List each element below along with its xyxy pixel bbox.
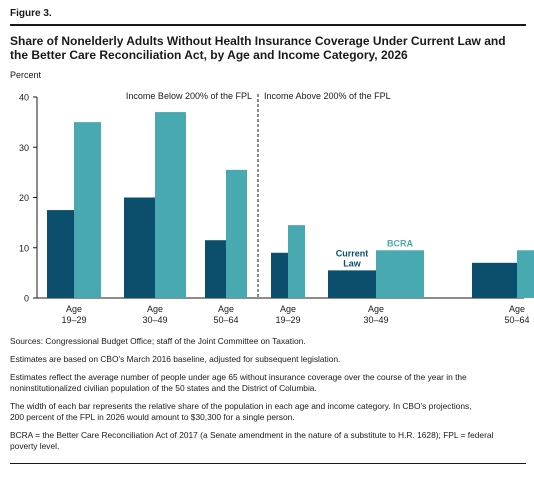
bottom-rule: [10, 463, 526, 464]
title-line-2: the Better Care Reconciliation Act, by A…: [10, 48, 408, 62]
note-line: noninstitutionalized civilian population…: [10, 383, 317, 393]
bar-bcra: [376, 250, 424, 298]
x-tick-label: Age: [218, 304, 234, 314]
bar-bcra: [517, 250, 534, 298]
note-line: 200 percent of the FPL in 2026 would amo…: [10, 412, 295, 422]
annotation-bcra: BCRA: [387, 238, 413, 248]
note-sources: Sources: Congressional Budget Office; st…: [10, 336, 524, 347]
note-line: The width of each bar represents the rel…: [10, 401, 472, 411]
x-tick-label: 50–64: [213, 315, 238, 325]
note-line: Sources: Congressional Budget Office; st…: [10, 336, 306, 346]
bar-current-law: [47, 210, 74, 298]
bar-bcra: [226, 169, 247, 298]
x-tick-label: Age: [280, 304, 296, 314]
note-line: BCRA = the Better Care Reconciliation Ac…: [10, 430, 494, 440]
bar-bcra: [288, 225, 305, 298]
y-tick-label: 40: [19, 93, 29, 103]
note-line: Estimates reflect the average number of …: [10, 372, 467, 382]
x-tick-label: 19–29: [275, 315, 300, 325]
bar-chart: 010203040Age19–29Age30–49Age50–64Age19–2…: [19, 91, 534, 325]
x-tick-label: 50–64: [504, 315, 529, 325]
y-tick-label: 10: [19, 243, 29, 253]
y-tick-label: 30: [19, 143, 29, 153]
annotation-current-law: Law: [343, 258, 362, 268]
top-rule: [10, 24, 526, 26]
bar-current-law: [328, 270, 376, 298]
bar-bcra: [74, 122, 101, 298]
x-tick-label: 19–29: [61, 315, 86, 325]
bar-current-law: [271, 252, 288, 298]
x-tick-label: Age: [509, 304, 525, 314]
y-tick-label: 0: [24, 294, 29, 304]
bar-current-law: [472, 262, 517, 298]
note-line: poverty level.: [10, 441, 60, 451]
panel-label-above: Income Above 200% of the FPL: [264, 91, 391, 101]
chart-notes: Sources: Congressional Budget Office; st…: [10, 336, 524, 459]
figure-label: Figure 3.: [10, 8, 52, 19]
bar-current-law: [205, 240, 226, 298]
x-tick-label: 30–49: [363, 315, 388, 325]
chart-title: Share of Nonelderly Adults Without Healt…: [10, 34, 522, 62]
note-estimates: Estimates reflect the average number of …: [10, 372, 524, 394]
note-line: Estimates are based on CBO’s March 2016 …: [10, 354, 341, 364]
x-tick-label: 30–49: [142, 315, 167, 325]
bar-bcra: [155, 112, 186, 298]
title-line-1: Share of Nonelderly Adults Without Healt…: [10, 34, 506, 48]
x-tick-label: Age: [147, 304, 163, 314]
y-tick-label: 20: [19, 193, 29, 203]
annotation-current-law: Current: [336, 248, 369, 258]
panel-label-below: Income Below 200% of the FPL: [126, 91, 252, 101]
y-axis-unit: Percent: [10, 70, 42, 80]
bar-current-law: [124, 197, 155, 298]
x-tick-label: Age: [368, 304, 384, 314]
note-baseline: Estimates are based on CBO’s March 2016 …: [10, 354, 524, 365]
note-bar-width: The width of each bar represents the rel…: [10, 401, 524, 423]
note-abbreviations: BCRA = the Better Care Reconciliation Ac…: [10, 430, 524, 452]
x-tick-label: Age: [66, 304, 82, 314]
